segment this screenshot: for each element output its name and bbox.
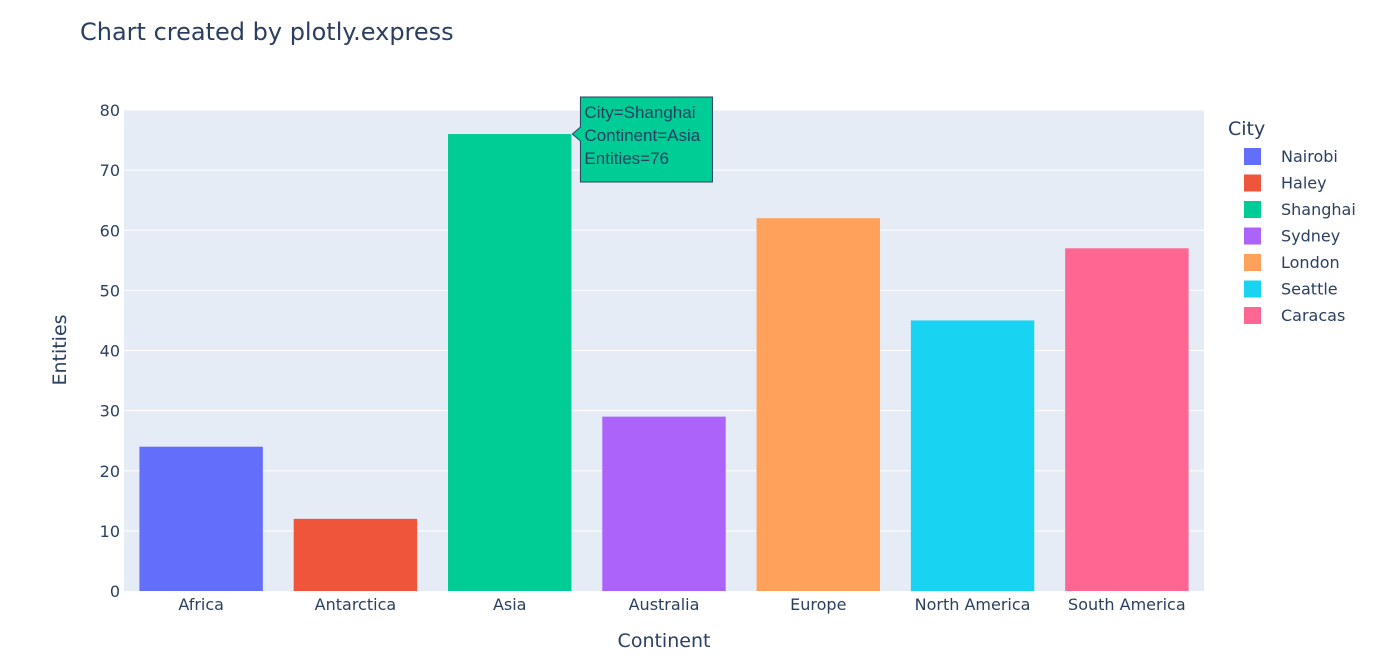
x-tick-label: Africa (178, 595, 224, 614)
y-tick-label: 40 (100, 342, 120, 361)
legend-item-label[interactable]: Nairobi (1281, 147, 1338, 166)
legend-item-label[interactable]: Haley (1281, 174, 1327, 193)
legend-title: City (1228, 118, 1265, 140)
legend-item-label[interactable]: Sydney (1281, 227, 1340, 246)
bar-seattle[interactable] (910, 320, 1035, 591)
x-axis-ticks: Africa Antarctica Asia Australia Europe North… (178, 595, 1185, 614)
x-tick-label: North America (915, 595, 1031, 614)
y-axis-title: Entities (49, 314, 71, 385)
bar-london[interactable] (756, 218, 880, 591)
chart-title: Chart created by plotly.express (80, 18, 454, 46)
tooltip-line: Continent=Asia (584, 126, 700, 145)
y-tick-label: 70 (100, 161, 120, 180)
y-tick-label: 60 (100, 221, 120, 240)
bars (139, 134, 1189, 592)
y-tick-label: 10 (100, 522, 120, 541)
tooltip-line: City=Shanghai (584, 103, 695, 122)
y-tick-label: 30 (100, 402, 120, 421)
legend-swatch[interactable] (1244, 254, 1261, 271)
y-tick-label: 20 (100, 462, 120, 481)
bar-sydney[interactable] (602, 416, 726, 591)
x-tick-label: South America (1068, 595, 1186, 614)
legend-swatch[interactable] (1244, 307, 1261, 324)
y-tick-label: 0 (110, 582, 120, 601)
tooltip-box (571, 96, 713, 183)
x-axis-title: Continent (618, 630, 711, 652)
legend-item-label[interactable]: Caracas (1281, 306, 1345, 325)
y-tick-label: 50 (100, 281, 120, 300)
y-axis-ticks: 0 10 20 30 40 50 60 70 80 (100, 101, 120, 601)
tooltip-line: Entities=76 (584, 149, 669, 168)
legend: City Nairobi Haley Shanghai Sydney London Sea… (1228, 118, 1356, 325)
legend-swatch[interactable] (1244, 280, 1261, 298)
bar-caracas[interactable] (1065, 248, 1189, 591)
legend-item-label[interactable]: Shanghai (1281, 200, 1356, 219)
x-tick-label: Asia (493, 595, 527, 614)
legend-swatch[interactable] (1244, 148, 1261, 165)
hover-tooltip: City=Shanghai Continent=Asia Entities=76 (571, 96, 713, 183)
legend-swatch[interactable] (1244, 174, 1261, 192)
x-tick-label: Australia (629, 595, 700, 614)
legend-item-label[interactable]: Seattle (1281, 280, 1338, 299)
legend-item-label[interactable]: London (1281, 253, 1340, 272)
bar-nairobi[interactable] (139, 446, 263, 591)
bar-haley[interactable] (293, 518, 418, 591)
x-tick-label: Antarctica (315, 595, 397, 614)
x-tick-label: Europe (790, 595, 846, 614)
y-tick-label: 80 (100, 101, 120, 120)
bar-shanghai[interactable] (448, 134, 572, 592)
legend-swatch[interactable] (1244, 227, 1261, 245)
legend-swatch[interactable] (1244, 201, 1261, 218)
